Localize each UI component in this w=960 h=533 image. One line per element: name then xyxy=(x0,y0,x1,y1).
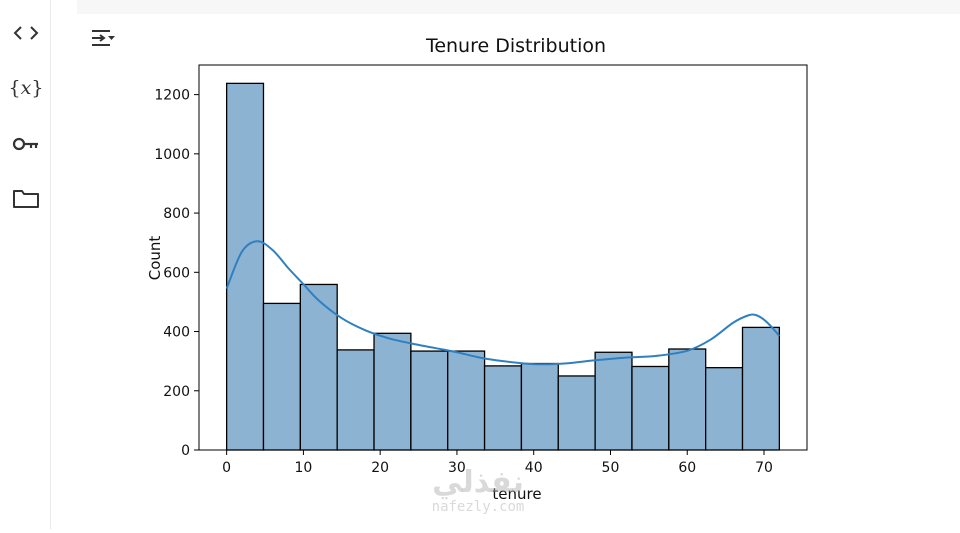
histogram-bar xyxy=(225,82,265,451)
x-axis-label: tenure xyxy=(492,485,541,503)
histogram-bar xyxy=(447,350,486,451)
y-tick-label: 1200 xyxy=(154,88,190,104)
variables-icon-label: {𝑥} xyxy=(8,77,44,99)
histogram-bar xyxy=(483,365,523,451)
key-icon[interactable] xyxy=(8,126,44,162)
x-tick-label: 10 xyxy=(294,460,312,476)
y-tick-label: 600 xyxy=(163,265,190,281)
code-cell-bottom-edge xyxy=(77,0,960,14)
histogram-bar xyxy=(631,365,670,451)
folder-icon[interactable] xyxy=(8,180,44,216)
output-collapse-icon[interactable] xyxy=(84,20,120,56)
x-tick-label: 70 xyxy=(755,460,773,476)
y-tick-label: 200 xyxy=(163,384,190,400)
histogram-bar xyxy=(336,349,375,451)
histogram-bar xyxy=(520,362,559,451)
variables-icon[interactable]: {𝑥} xyxy=(8,70,44,106)
x-tick-label: 20 xyxy=(371,460,389,476)
histogram-bar xyxy=(668,348,707,451)
tenure-histogram-chart: Tenure Distribution 02004006008001000120… xyxy=(146,35,808,503)
histogram-bar xyxy=(705,367,744,451)
y-axis-label: Count xyxy=(146,236,164,281)
kde-curve xyxy=(225,240,781,366)
chart-title: Tenure Distribution xyxy=(425,35,606,57)
histogram-bar xyxy=(741,326,781,451)
histogram-bar xyxy=(299,283,338,451)
histogram-bar xyxy=(410,350,449,451)
histogram-bar xyxy=(262,302,301,451)
histogram-bar xyxy=(557,375,596,451)
y-tick-label: 400 xyxy=(163,325,190,341)
y-tick-label: 800 xyxy=(163,206,190,222)
cell-output: Tenure Distribution 0 200 400 600 800 1000 120… xyxy=(130,18,960,529)
x-tick-label: 40 xyxy=(525,460,543,476)
y-tick-label: 1000 xyxy=(154,147,190,163)
x-tick-label: 60 xyxy=(678,460,696,476)
y-tick-label: 0 xyxy=(181,443,190,459)
histogram-bar xyxy=(594,351,633,451)
left-sidebar: {𝑥} xyxy=(0,0,51,529)
x-tick-label: 30 xyxy=(448,460,466,476)
plot-frame xyxy=(198,64,808,451)
code-icon[interactable] xyxy=(8,15,44,51)
histogram-bar xyxy=(373,332,412,451)
x-tick-label: 0 xyxy=(222,460,231,476)
x-tick-label: 50 xyxy=(602,460,620,476)
